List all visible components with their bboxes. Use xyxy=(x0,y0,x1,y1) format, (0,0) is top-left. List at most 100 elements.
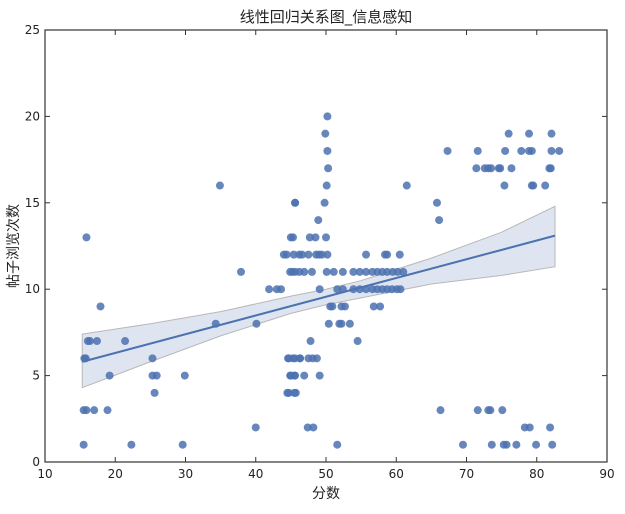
data-point xyxy=(458,440,467,449)
data-point xyxy=(362,250,371,259)
data-point xyxy=(532,440,541,449)
data-point xyxy=(340,302,349,311)
data-point xyxy=(512,440,521,449)
data-point xyxy=(507,164,516,173)
data-point xyxy=(353,337,362,346)
data-point xyxy=(487,164,496,173)
data-point xyxy=(324,164,333,173)
y-tick-label: 10 xyxy=(25,282,40,296)
data-point xyxy=(395,250,404,259)
data-point xyxy=(265,285,274,294)
x-tick-label: 20 xyxy=(108,467,123,481)
data-point xyxy=(393,267,402,276)
data-point xyxy=(314,216,323,225)
data-point xyxy=(290,371,299,380)
data-point xyxy=(547,129,556,138)
data-point xyxy=(306,337,315,346)
data-point xyxy=(236,267,245,276)
y-tick-label: 0 xyxy=(32,455,40,469)
data-point xyxy=(309,423,318,432)
data-point xyxy=(304,250,313,259)
data-point xyxy=(333,440,342,449)
x-tick-label: 30 xyxy=(178,467,193,481)
data-point xyxy=(277,285,286,294)
data-point xyxy=(498,406,507,415)
data-point xyxy=(396,285,405,294)
data-point xyxy=(288,354,297,363)
data-point xyxy=(96,302,105,311)
data-point xyxy=(435,216,444,225)
data-point xyxy=(252,319,261,328)
y-tick-label: 5 xyxy=(32,369,40,383)
data-point xyxy=(296,354,305,363)
y-axis-label: 帖子浏览次数 xyxy=(6,204,22,288)
confidence-band xyxy=(81,205,556,389)
x-tick-label: 40 xyxy=(248,467,263,481)
data-point xyxy=(288,267,297,276)
data-point xyxy=(282,250,291,259)
data-point xyxy=(311,233,320,242)
data-point xyxy=(487,440,496,449)
x-axis-label: 分数 xyxy=(312,486,340,502)
x-tick-label: 60 xyxy=(389,467,404,481)
data-point xyxy=(300,371,309,380)
chart-title: 线性回归关系图_信息感知 xyxy=(240,8,413,27)
data-point xyxy=(323,250,332,259)
data-point xyxy=(333,285,342,294)
data-point xyxy=(345,319,354,328)
data-point xyxy=(283,388,292,397)
data-point xyxy=(529,181,538,190)
data-point xyxy=(82,233,91,242)
data-point xyxy=(79,440,88,449)
data-point xyxy=(546,164,555,173)
data-point xyxy=(541,181,550,190)
data-point xyxy=(178,440,187,449)
points-layer xyxy=(79,112,564,449)
data-point xyxy=(362,267,371,276)
data-point xyxy=(180,371,189,380)
confidence-band-layer xyxy=(81,205,556,389)
data-point xyxy=(121,337,130,346)
data-point xyxy=(322,267,331,276)
data-point xyxy=(496,164,505,173)
x-tick-label: 80 xyxy=(529,467,544,481)
data-point xyxy=(473,406,482,415)
data-point xyxy=(323,112,332,121)
data-point xyxy=(317,250,326,259)
data-point xyxy=(291,198,300,207)
data-point xyxy=(548,440,557,449)
data-point xyxy=(127,440,136,449)
x-tick-label: 50 xyxy=(318,467,333,481)
data-point xyxy=(338,267,347,276)
data-point xyxy=(337,319,346,328)
data-point xyxy=(383,250,392,259)
data-point xyxy=(103,406,112,415)
data-point xyxy=(323,146,332,155)
data-point xyxy=(472,164,481,173)
data-point xyxy=(90,406,99,415)
data-point xyxy=(288,233,297,242)
data-point xyxy=(555,146,564,155)
data-point xyxy=(303,423,312,432)
data-point xyxy=(527,146,536,155)
data-point xyxy=(298,250,307,259)
data-point xyxy=(305,233,314,242)
data-point xyxy=(82,406,91,415)
y-tick-label: 25 xyxy=(25,23,40,37)
x-tick-label: 90 xyxy=(599,467,614,481)
data-point xyxy=(383,267,392,276)
data-point xyxy=(290,388,299,397)
data-point xyxy=(85,337,94,346)
data-point xyxy=(500,181,509,190)
data-point xyxy=(215,181,224,190)
data-point xyxy=(150,388,159,397)
regression-line-layer xyxy=(81,234,556,363)
data-point xyxy=(324,319,333,328)
data-point xyxy=(436,406,445,415)
data-point xyxy=(517,146,526,155)
data-point xyxy=(546,423,555,432)
data-point xyxy=(322,233,330,242)
data-point xyxy=(402,181,411,190)
y-tick-label: 20 xyxy=(25,109,40,123)
